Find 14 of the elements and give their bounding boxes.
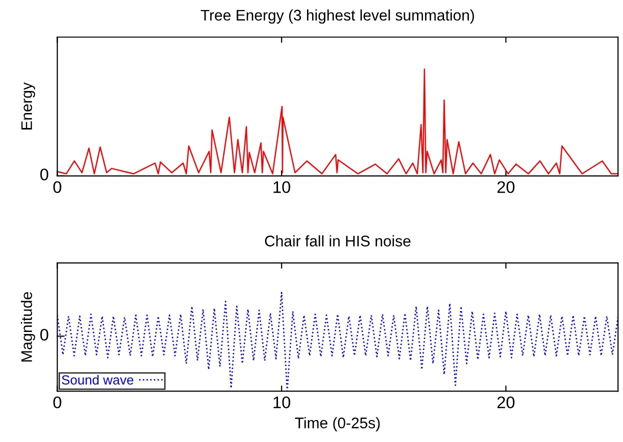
- x-tick-label: 10: [274, 181, 290, 194]
- x-axis-title: Time (0-25s): [295, 417, 380, 432]
- text: 0: [40, 328, 48, 341]
- x-tick-label: 20: [497, 396, 514, 408]
- x-tick-label: 0: [53, 396, 62, 408]
- x-tick-label: 10: [274, 396, 290, 408]
- text: 0: [40, 168, 48, 180]
- chart-title: Chair fall in HIS noise: [264, 235, 410, 246]
- x-tick-label: 0: [53, 181, 62, 194]
- chart-title: Tree Energy (3 highest level summation): [200, 9, 474, 24]
- y-axis-title: Energy: [21, 82, 36, 130]
- x-tick-label: 20: [497, 181, 514, 194]
- y-axis-title: Magnitude: [20, 292, 36, 362]
- legend-label: Sound wave: [62, 374, 134, 385]
